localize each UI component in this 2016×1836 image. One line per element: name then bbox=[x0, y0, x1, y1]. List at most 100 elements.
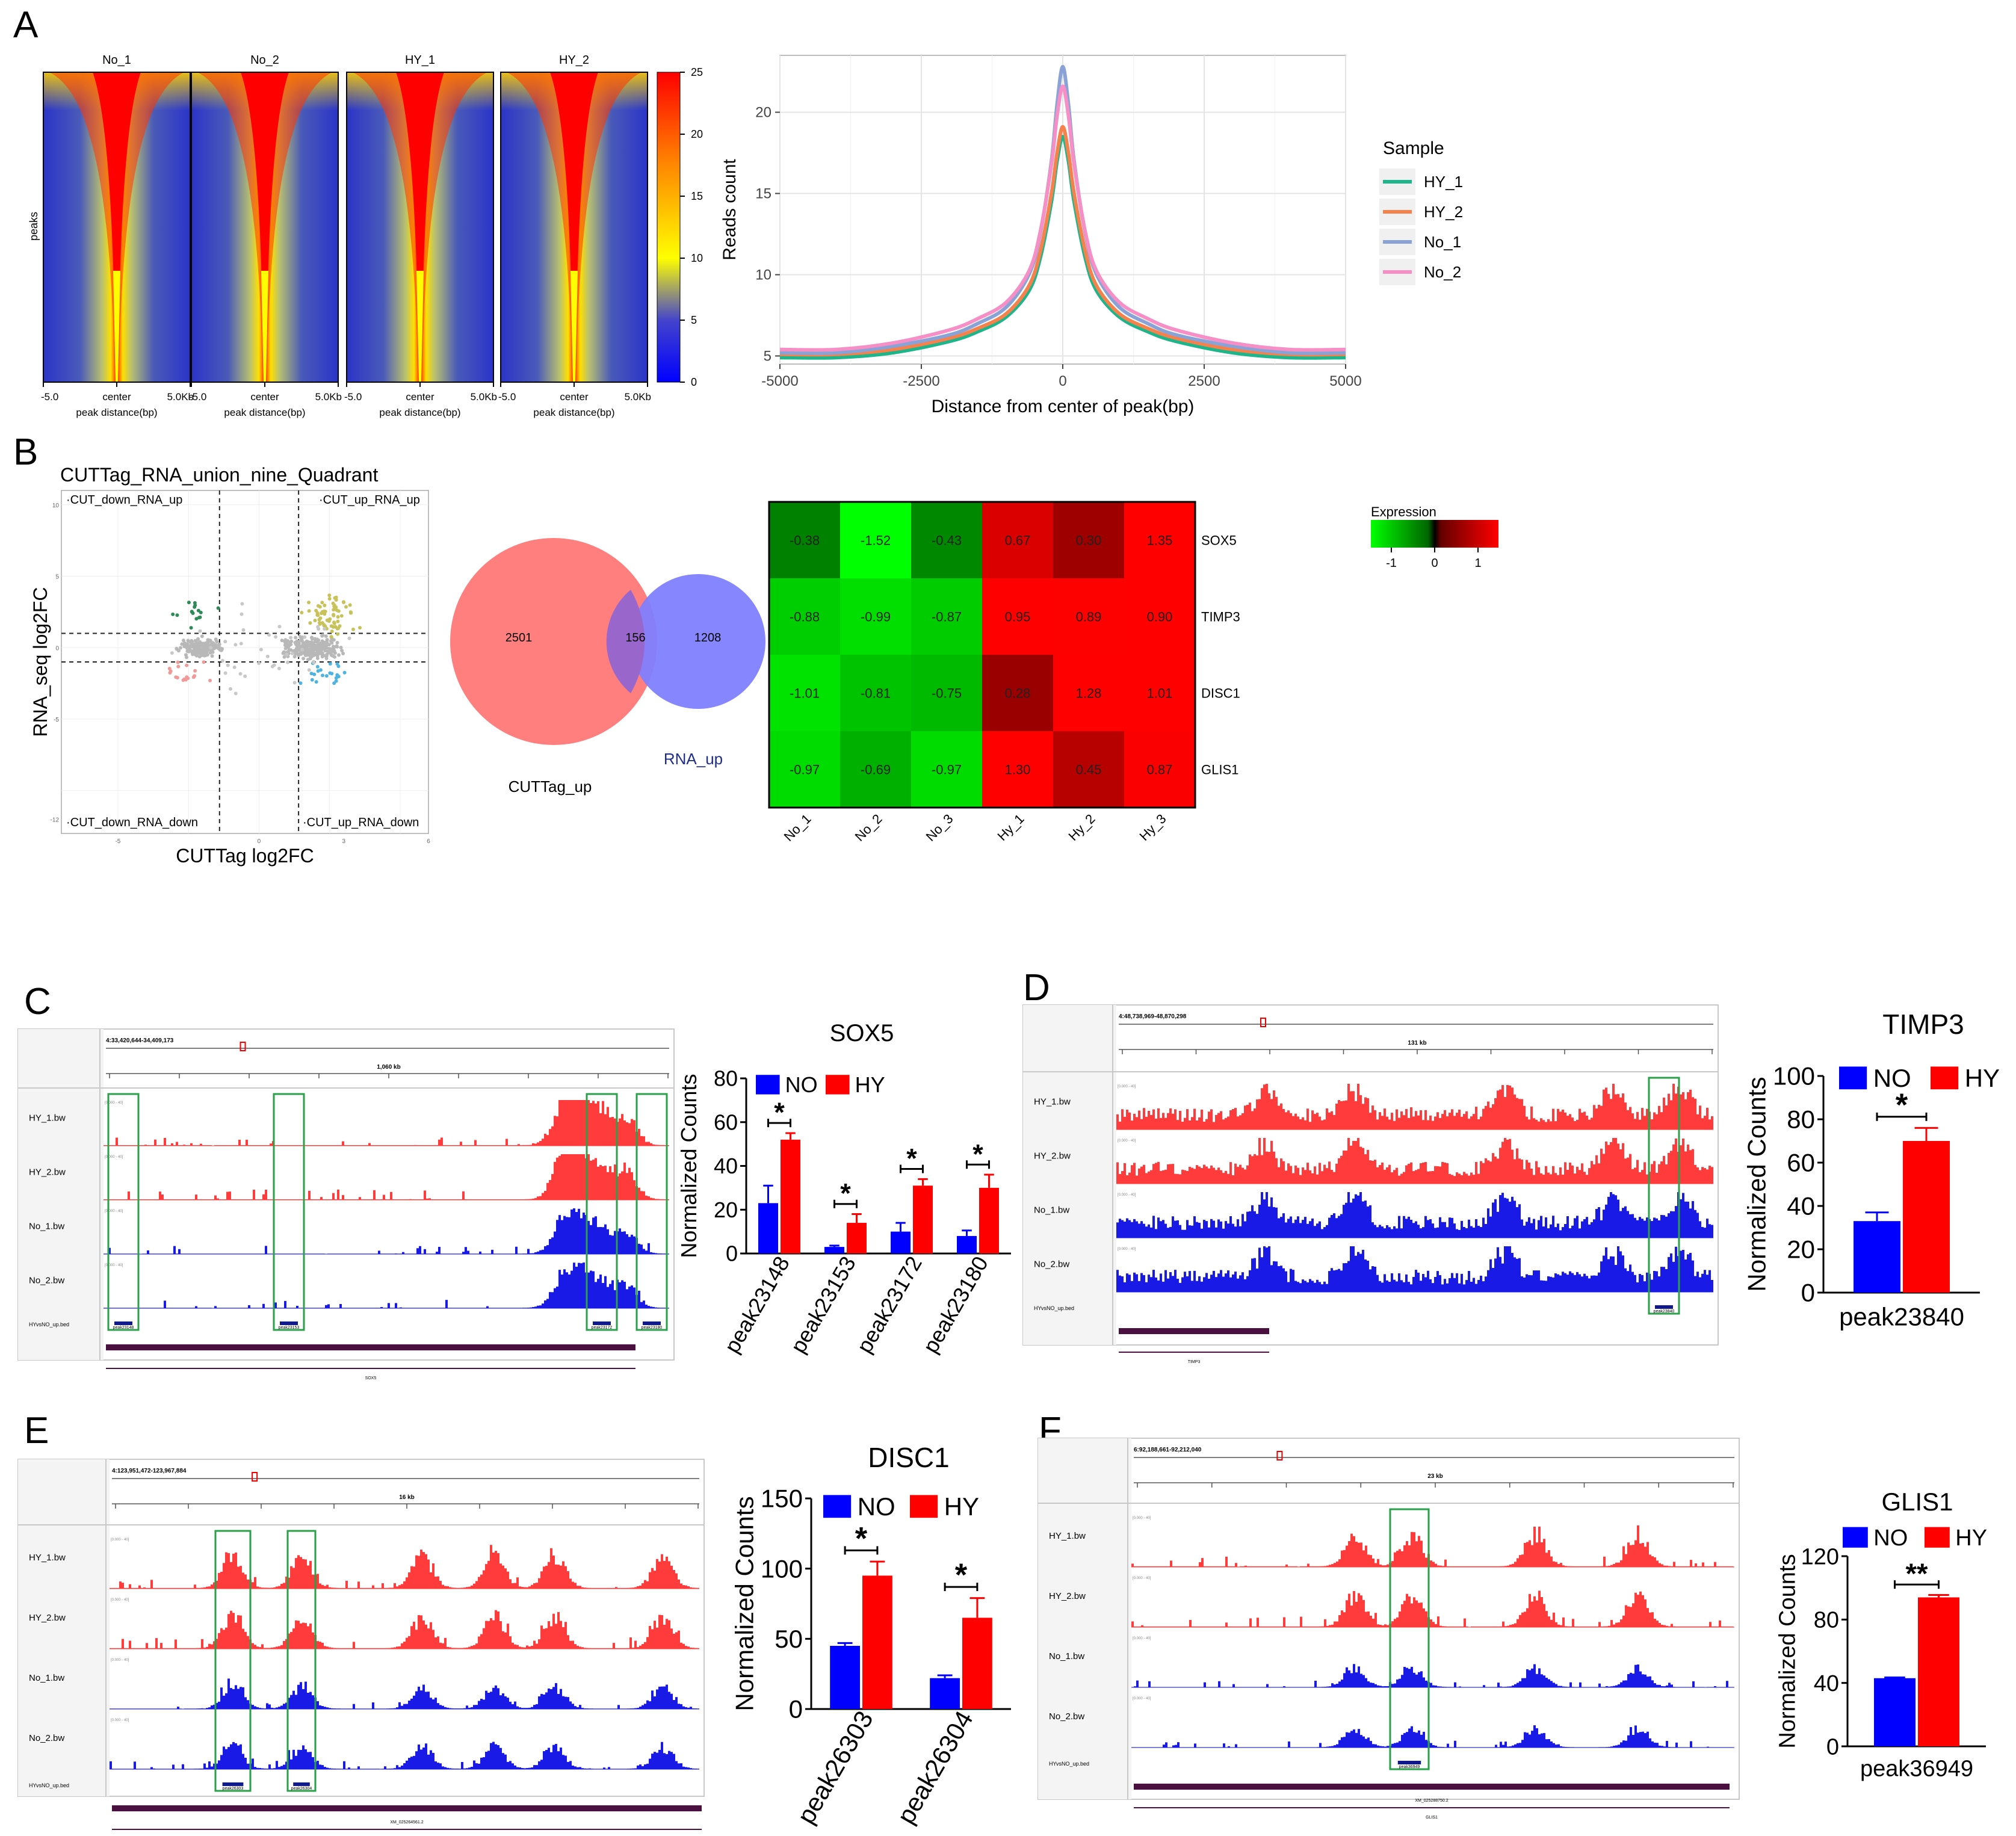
bar-no bbox=[957, 1235, 977, 1253]
track-name: HY_2.bw bbox=[1049, 1591, 1086, 1601]
scatter-point bbox=[182, 641, 187, 645]
browser-name-panel bbox=[18, 1459, 110, 1796]
cell-value: 0.90 bbox=[1147, 610, 1173, 625]
track-range: [0.000 - 40] bbox=[105, 1264, 123, 1267]
heatmap-no_1: No_1 -5.0 center 5.0Kb peak distance(bp) bbox=[41, 54, 194, 418]
scatter-point bbox=[332, 604, 336, 608]
bed-peak-label: peak23180 bbox=[642, 1326, 663, 1330]
scatter-point bbox=[329, 635, 333, 639]
x-tick-label: 5.0Kb bbox=[625, 391, 651, 403]
track-range: [0.000 - 40] bbox=[1118, 1247, 1136, 1251]
row-label: SOX5 bbox=[1201, 533, 1237, 548]
scatter-point bbox=[257, 661, 261, 666]
bed-peak bbox=[593, 1321, 611, 1325]
scatter-point bbox=[320, 634, 324, 638]
span-text: 23 kb bbox=[1427, 1473, 1443, 1480]
scatter-point bbox=[339, 614, 344, 618]
scatter-point bbox=[202, 660, 206, 664]
scatter-point bbox=[332, 613, 336, 617]
scatter-point bbox=[208, 638, 212, 643]
scatter-point bbox=[239, 641, 243, 646]
scatter-point bbox=[324, 674, 329, 678]
scatter-point bbox=[171, 612, 175, 616]
legend-swatch-no bbox=[756, 1075, 780, 1095]
scatter-point bbox=[322, 609, 326, 613]
row-label: GLIS1 bbox=[1201, 762, 1238, 777]
scatter-point bbox=[191, 611, 195, 615]
legend-swatch-hy bbox=[1931, 1066, 1959, 1090]
heatmap-red-core bbox=[396, 72, 444, 382]
scatter-point bbox=[208, 651, 212, 655]
scatter-point bbox=[325, 640, 329, 644]
browser-name-panel bbox=[18, 1029, 104, 1360]
y-axis-label: Normalized Counts bbox=[676, 1074, 701, 1258]
scatter-point bbox=[197, 646, 201, 650]
scatter-point bbox=[348, 610, 353, 614]
scatter-point bbox=[336, 632, 340, 636]
peak-highlight-box bbox=[1648, 1077, 1680, 1315]
y-tick-label: -5 bbox=[54, 717, 59, 723]
scatter-point bbox=[324, 657, 329, 661]
track-name: HY_1.bw bbox=[1034, 1097, 1071, 1107]
significance-star: * bbox=[1896, 1087, 1908, 1123]
genome-browser-d: 4:48,738,969-48,870,298 131 kb HY_1.bw [0.0… bbox=[1022, 1004, 1719, 1364]
scatter-point bbox=[282, 650, 286, 654]
heatmap-yellow-tail bbox=[261, 271, 268, 382]
scatter-point bbox=[178, 646, 182, 650]
y-tick-label: 40 bbox=[1814, 1671, 1839, 1696]
browser-frame bbox=[1037, 1438, 1740, 1800]
scatter-point bbox=[240, 602, 244, 606]
scatter-point bbox=[265, 654, 270, 658]
legend-tick-label: -1 bbox=[1386, 557, 1397, 570]
scatter-point bbox=[209, 646, 213, 650]
scatter-point bbox=[325, 652, 329, 657]
heatmap-yellow-tail bbox=[113, 271, 120, 382]
scatter-point bbox=[318, 620, 322, 625]
scatter-point bbox=[229, 687, 233, 691]
category-label: peak23180 bbox=[918, 1252, 993, 1358]
cell-value: -0.99 bbox=[861, 610, 891, 625]
scatter-point bbox=[323, 649, 327, 653]
scatter-point bbox=[329, 624, 333, 628]
ideogram-marker bbox=[1260, 1018, 1266, 1027]
cell-value: -0.97 bbox=[790, 762, 820, 777]
scatter-point bbox=[336, 675, 341, 679]
scatter-point bbox=[215, 644, 220, 648]
scatter-point bbox=[309, 672, 314, 676]
colorbar-gradient bbox=[657, 72, 681, 383]
column-label: Hy_1 bbox=[995, 811, 1027, 844]
scatter-point bbox=[315, 656, 320, 660]
scatter-point bbox=[182, 677, 187, 681]
browser-name-panel bbox=[1038, 1438, 1131, 1799]
x-tick-label: 0 bbox=[258, 838, 261, 845]
significance-star: * bbox=[906, 1143, 917, 1174]
venn-count-rna: 1208 bbox=[694, 631, 722, 644]
scatter-point bbox=[312, 653, 316, 657]
span-text: 131 kb bbox=[1408, 1040, 1426, 1046]
scatter-point bbox=[308, 640, 312, 644]
scatter-point bbox=[197, 640, 202, 644]
scatter-point bbox=[342, 670, 347, 675]
track-range: [0.000 - 40] bbox=[1133, 1516, 1151, 1520]
scatter-point bbox=[308, 621, 312, 625]
x-tick-label: -5000 bbox=[761, 373, 798, 389]
column-label: No_3 bbox=[923, 811, 956, 844]
y-tick-label: 10 bbox=[52, 502, 60, 509]
scatter-point bbox=[194, 640, 199, 644]
track-name: HY_2.bw bbox=[29, 1167, 66, 1178]
scatter-point bbox=[351, 627, 355, 631]
scatter-point bbox=[193, 605, 197, 609]
scatter-point bbox=[176, 649, 181, 653]
legend-label: HY bbox=[944, 1492, 979, 1521]
scatter-point bbox=[186, 638, 190, 643]
bed-peak-label: peak23148 bbox=[113, 1326, 134, 1330]
scatter-point bbox=[312, 672, 317, 676]
x-tick-label: 5.0Kb bbox=[167, 391, 194, 403]
venn-overlap bbox=[606, 590, 645, 693]
scatter-point bbox=[303, 641, 307, 646]
scatter-point bbox=[240, 612, 244, 616]
track-name: No_1.bw bbox=[1034, 1205, 1069, 1216]
